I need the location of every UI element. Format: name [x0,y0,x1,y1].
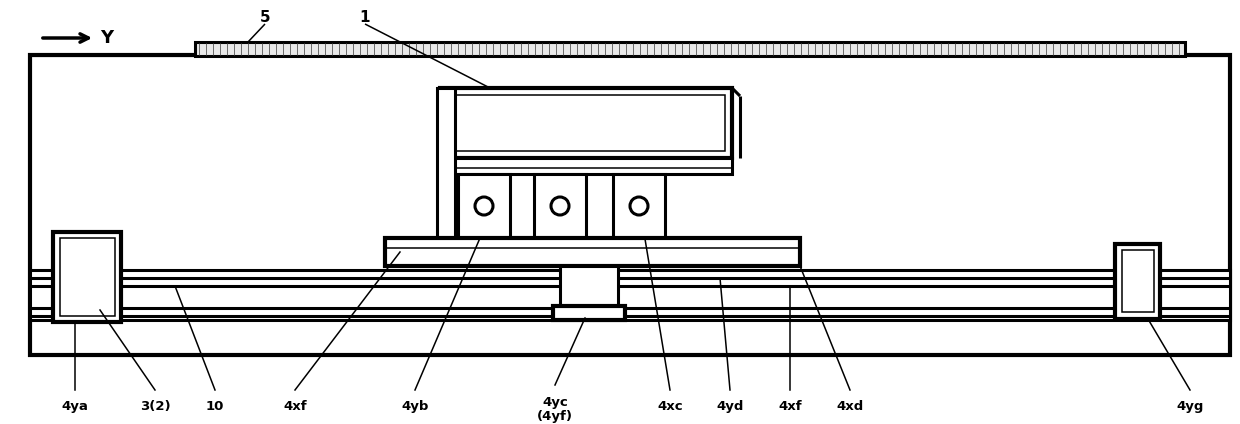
Text: (4yf): (4yf) [537,410,573,423]
Bar [446,95,725,151]
Text: 10: 10 [206,400,224,413]
Text: 4yg: 4yg [1177,400,1204,413]
Bar [60,238,115,316]
Bar [458,174,510,239]
Bar [560,266,618,308]
Bar [534,174,587,239]
Bar [195,42,1185,56]
Text: 4ya: 4ya [62,400,88,413]
Bar [384,238,800,266]
Bar [436,88,455,243]
Text: 4yb: 4yb [402,400,429,413]
Bar [1115,244,1159,319]
Bar [440,88,732,158]
Text: 4xf: 4xf [283,400,306,413]
Text: 4xc: 4xc [657,400,683,413]
Text: 4xf: 4xf [779,400,802,413]
Text: 4yd: 4yd [717,400,744,413]
Bar [30,270,1230,320]
Bar [440,158,732,174]
Bar [553,306,625,320]
Bar [613,174,665,239]
Bar [30,55,1230,355]
Text: 4xd: 4xd [836,400,863,413]
Text: 4yc: 4yc [542,396,568,409]
Bar [53,232,122,322]
Text: 5: 5 [259,11,270,25]
Text: 1: 1 [360,11,371,25]
Text: Y: Y [100,29,113,47]
Text: 3(2): 3(2) [140,400,170,413]
Bar [1122,250,1154,312]
